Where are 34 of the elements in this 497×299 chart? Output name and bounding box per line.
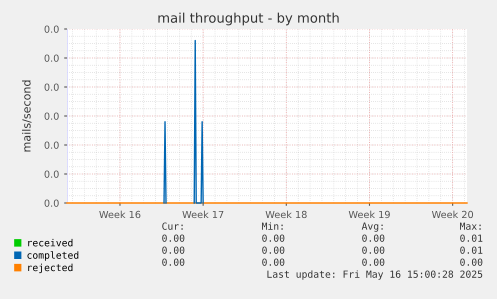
y-tick-label: 0.0 bbox=[44, 54, 59, 62]
text: 0.00 bbox=[162, 234, 184, 242]
y-tick-label: 0.0 bbox=[44, 170, 59, 178]
x-tick-label: Week 18 bbox=[266, 210, 307, 218]
y-tick-label: 0.0 bbox=[44, 141, 59, 149]
text: 0.00 bbox=[362, 246, 384, 254]
y-tick-label: 0.0 bbox=[44, 112, 59, 120]
text: Avg: bbox=[362, 222, 383, 232]
text: 0.00 bbox=[262, 258, 284, 266]
text: Max: bbox=[460, 222, 481, 230]
legend-label: completed bbox=[27, 251, 78, 261]
legend-label: received bbox=[28, 238, 72, 246]
text: 0.00 bbox=[362, 234, 384, 242]
text: 0.00 bbox=[262, 246, 284, 254]
text: 0.00 bbox=[262, 234, 284, 242]
text: 0.00 bbox=[162, 246, 184, 254]
y-tick-label: 0.0 bbox=[44, 199, 59, 207]
text: 0.01 bbox=[460, 234, 482, 242]
y-axis-title: mails/second bbox=[22, 80, 32, 152]
legend-label: rejected bbox=[28, 264, 72, 274]
text: Min: bbox=[262, 222, 283, 230]
y-tick-label: 0.0 bbox=[44, 25, 59, 33]
text: 0.00 bbox=[460, 258, 482, 266]
y-tick-label: 0.0 bbox=[44, 83, 59, 91]
text: 0.00 bbox=[362, 258, 384, 266]
x-tick-label: Week 19 bbox=[348, 210, 390, 218]
x-tick-label: Week 16 bbox=[99, 210, 140, 218]
chart-title: mail throughput - by month bbox=[158, 12, 339, 26]
text: Last update: Fri May 16 15:00:28 2025 bbox=[267, 270, 482, 280]
text: 0.01 bbox=[460, 246, 482, 254]
text: 0.00 bbox=[162, 258, 184, 266]
text: Cur: bbox=[162, 222, 183, 230]
x-tick-label: Week 20 bbox=[432, 210, 474, 218]
x-tick-label: Week 17 bbox=[182, 210, 224, 218]
